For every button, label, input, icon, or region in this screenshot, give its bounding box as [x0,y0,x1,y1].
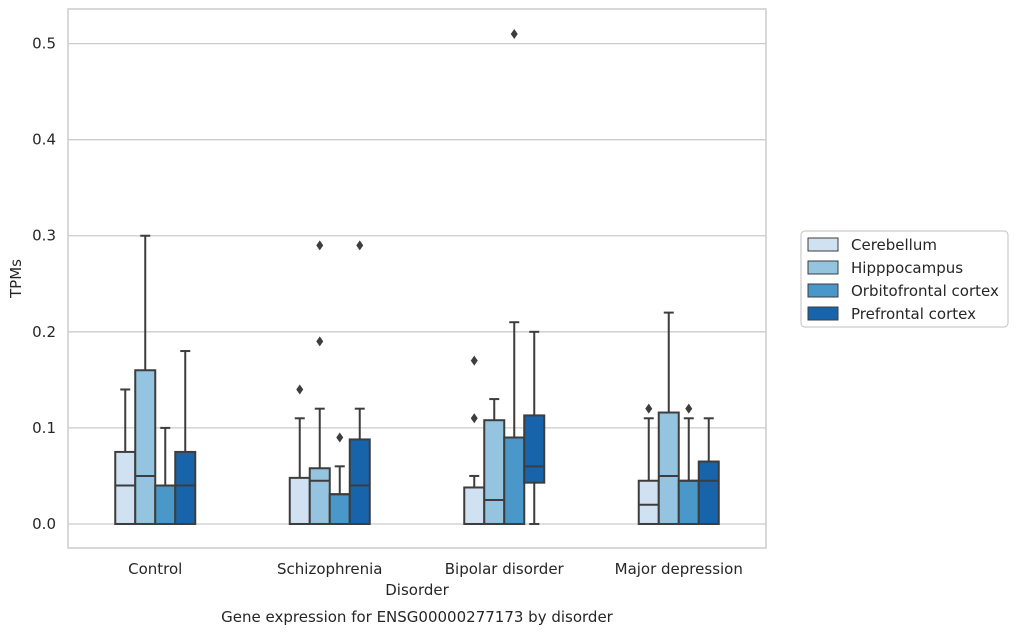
x-tick-label: Schizophrenia [277,560,382,578]
box-rect [308,467,331,525]
box-prefrontal-cortex-3 [697,417,720,525]
y-tick-label: 0.4 [32,131,56,149]
box-rect [288,476,311,525]
box-orbitofrontal-cortex-0 [154,426,177,525]
y-tick-label: 0.5 [32,35,56,53]
box-orbitofrontal-cortex-1 [328,432,351,525]
box-hipppocampus-0 [134,234,157,525]
outlier-point [645,403,653,414]
plot-frame [67,8,767,549]
outlier-point [510,28,518,39]
box-marks [114,28,720,525]
outlier-point [316,336,324,347]
x-axis-ticks: Control Schizophrenia Bipolar disorder Majo… [128,560,743,578]
box-rect [483,419,506,525]
x-axis-label: Disorder [385,581,449,599]
legend: Cerebellum Hipppocampus Orbitofrontal cort… [800,230,1009,328]
box-prefrontal-cortex-2 [523,330,546,525]
box-cerebellum-3 [637,403,660,525]
outlier-point [685,403,693,414]
box-rect [114,450,137,525]
legend-label: Hipppocampus [851,259,963,277]
box-rect [328,493,351,525]
box-rect [134,369,157,525]
box-rect [677,479,700,525]
outlier-point [470,413,478,424]
box-cerebellum-1 [288,384,311,525]
box-rect [174,450,197,525]
box-rect [154,484,177,525]
box-hipppocampus-2 [483,398,506,525]
legend-swatch [807,260,839,275]
box-rect [697,460,720,525]
y-axis-label: TPMs [7,259,25,299]
y-tick-label: 0.2 [32,323,56,341]
x-tick-label: Bipolar disorder [445,560,565,578]
box-orbitofrontal-cortex-3 [677,403,700,525]
outlier-point [356,240,364,251]
chart-caption: Gene expression for ENSG00000277173 by d… [221,608,614,626]
y-tick-label: 0.1 [32,419,56,437]
box-rect [463,486,486,525]
legend-swatch [807,237,839,252]
box-hipppocampus-1 [308,240,331,525]
legend-label: Prefrontal cortex [851,305,976,323]
legend-swatch [807,306,839,321]
outlier-point [336,432,344,443]
x-tick-label: Major depression [615,560,743,578]
outlier-point [470,355,478,366]
box-cerebellum-0 [114,388,137,525]
box-prefrontal-cortex-1 [348,240,371,525]
box-rect [503,436,526,525]
outlier-point [316,240,324,251]
box-orbitofrontal-cortex-2 [503,28,526,525]
outlier-point [296,384,304,395]
box-rect [637,479,660,525]
box-hipppocampus-3 [657,311,680,525]
y-tick-label: 0.0 [32,515,56,533]
legend-swatch [807,283,839,298]
box-prefrontal-cortex-0 [174,350,197,525]
legend-box [800,230,1009,328]
legend-label: Orbitofrontal cortex [851,282,999,300]
box-rect [523,414,546,484]
x-tick-label: Control [128,560,182,578]
box-rect [657,411,680,525]
box-rect [348,438,371,525]
y-axis-ticks: 0.0 0.1 0.2 0.3 0.4 0.5 [32,35,56,533]
legend-label: Cerebellum [851,236,937,254]
box-cerebellum-2 [463,355,486,525]
y-tick-label: 0.3 [32,227,56,245]
